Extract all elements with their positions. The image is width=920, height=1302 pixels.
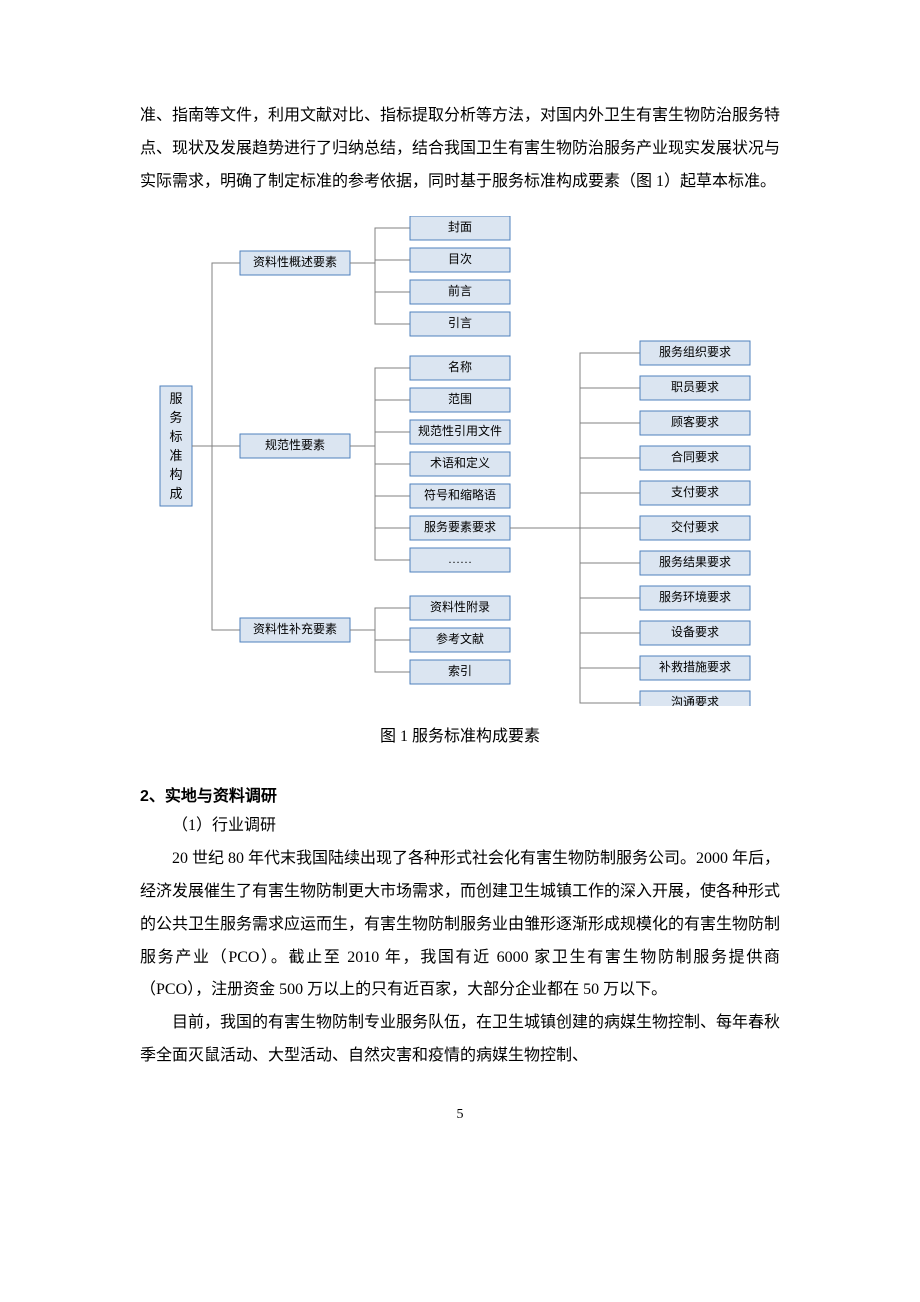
section-2-heading: 2、实地与资料调研 [140, 782, 780, 806]
norm-child-6-label: …… [448, 552, 472, 566]
root-char-1: 务 [169, 410, 182, 425]
req-child-4-label: 支付要求 [671, 485, 719, 499]
root-char-4: 构 [169, 467, 182, 482]
paragraph-2: 20 世纪 80 年代末我国陆续出现了各种形式社会化有害生物防制服务公司。200… [140, 843, 780, 1007]
suppl-child-2-label: 索引 [448, 664, 472, 678]
conn-desc-3 [350, 263, 410, 324]
conn-req-6 [580, 528, 640, 563]
conn-norm-1 [350, 400, 410, 446]
norm-child-0-label: 名称 [448, 359, 472, 374]
conn-norm-2 [350, 432, 410, 446]
conn-desc-0 [350, 228, 410, 263]
conn-norm-3 [350, 446, 410, 464]
conn-norm-0 [350, 368, 410, 446]
root-char-5: 成 [169, 486, 182, 501]
conn-root-desc [192, 263, 240, 446]
suppl-child-0-label: 资料性附录 [430, 600, 490, 614]
req-child-5-label: 交付要求 [671, 519, 719, 534]
root-char-3: 准 [169, 448, 182, 463]
conn-req-10 [580, 528, 640, 703]
req-child-2-label: 顾客要求 [671, 414, 719, 429]
intro-paragraph: 准、指南等文件，利用文献对比、指标提取分析等方法，对国内外卫生有害生物防治服务特… [140, 100, 780, 198]
norm-child-4-label: 符号和缩略语 [424, 487, 496, 502]
suppl-child-1-label: 参考文献 [436, 631, 484, 646]
conn-norm-6 [350, 446, 410, 560]
norm-child-1-label: 范围 [448, 392, 472, 406]
conn-suppl-0 [350, 608, 410, 630]
req-child-10-label: 沟通要求 [671, 695, 719, 706]
req-child-0-label: 服务组织要求 [659, 344, 731, 359]
conn-req-2 [580, 423, 640, 528]
conn-req-0 [510, 353, 640, 528]
l1-suppl-label: 资料性补充要素 [253, 621, 337, 636]
service-standard-diagram: 服 务 标 准 构 成 资料性概述要素 规范性要素 资料性补充要素 封面 [150, 216, 770, 706]
root-char-0: 服 [169, 391, 182, 406]
subsection-1: （1）行业调研 [140, 810, 780, 843]
req-child-8-label: 设备要求 [671, 625, 719, 639]
req-child-1-label: 职员要求 [671, 380, 719, 394]
req-child-3-label: 合同要求 [671, 449, 719, 464]
page-number: 5 [140, 1107, 780, 1123]
desc-child-1-label: 目次 [448, 252, 472, 266]
root-char-2: 标 [169, 429, 182, 444]
conn-req-4 [580, 493, 640, 528]
conn-root-suppl [192, 446, 240, 630]
req-child-6-label: 服务结果要求 [659, 554, 731, 569]
desc-child-3-label: 引言 [448, 316, 472, 330]
l1-norm-label: 规范性要素 [265, 437, 325, 452]
norm-child-2-label: 规范性引用文件 [418, 423, 502, 438]
paragraph-3: 目前，我国的有害生物防制专业服务队伍，在卫生城镇创建的病媒生物控制、每年春秋季全… [140, 1007, 780, 1073]
conn-req-8 [580, 528, 640, 633]
norm-child-3-label: 术语和定义 [430, 455, 490, 470]
desc-child-0-label: 封面 [448, 220, 472, 234]
conn-suppl-2 [350, 630, 410, 672]
figure-1: 服 务 标 准 构 成 资料性概述要素 规范性要素 资料性补充要素 封面 [140, 216, 780, 706]
figure-1-caption: 图 1 服务标准构成要素 [140, 722, 780, 746]
norm-child-5-label: 服务要素要求 [424, 519, 496, 534]
conn-desc-2 [350, 263, 410, 292]
l1-desc-label: 资料性概述要素 [253, 255, 337, 269]
req-child-9-label: 补救措施要求 [659, 659, 731, 674]
conn-norm-4 [350, 446, 410, 496]
conn-norm-5 [350, 446, 410, 528]
desc-child-2-label: 前言 [448, 283, 472, 298]
conn-suppl-1 [350, 630, 410, 640]
req-child-7-label: 服务环境要求 [659, 589, 731, 604]
